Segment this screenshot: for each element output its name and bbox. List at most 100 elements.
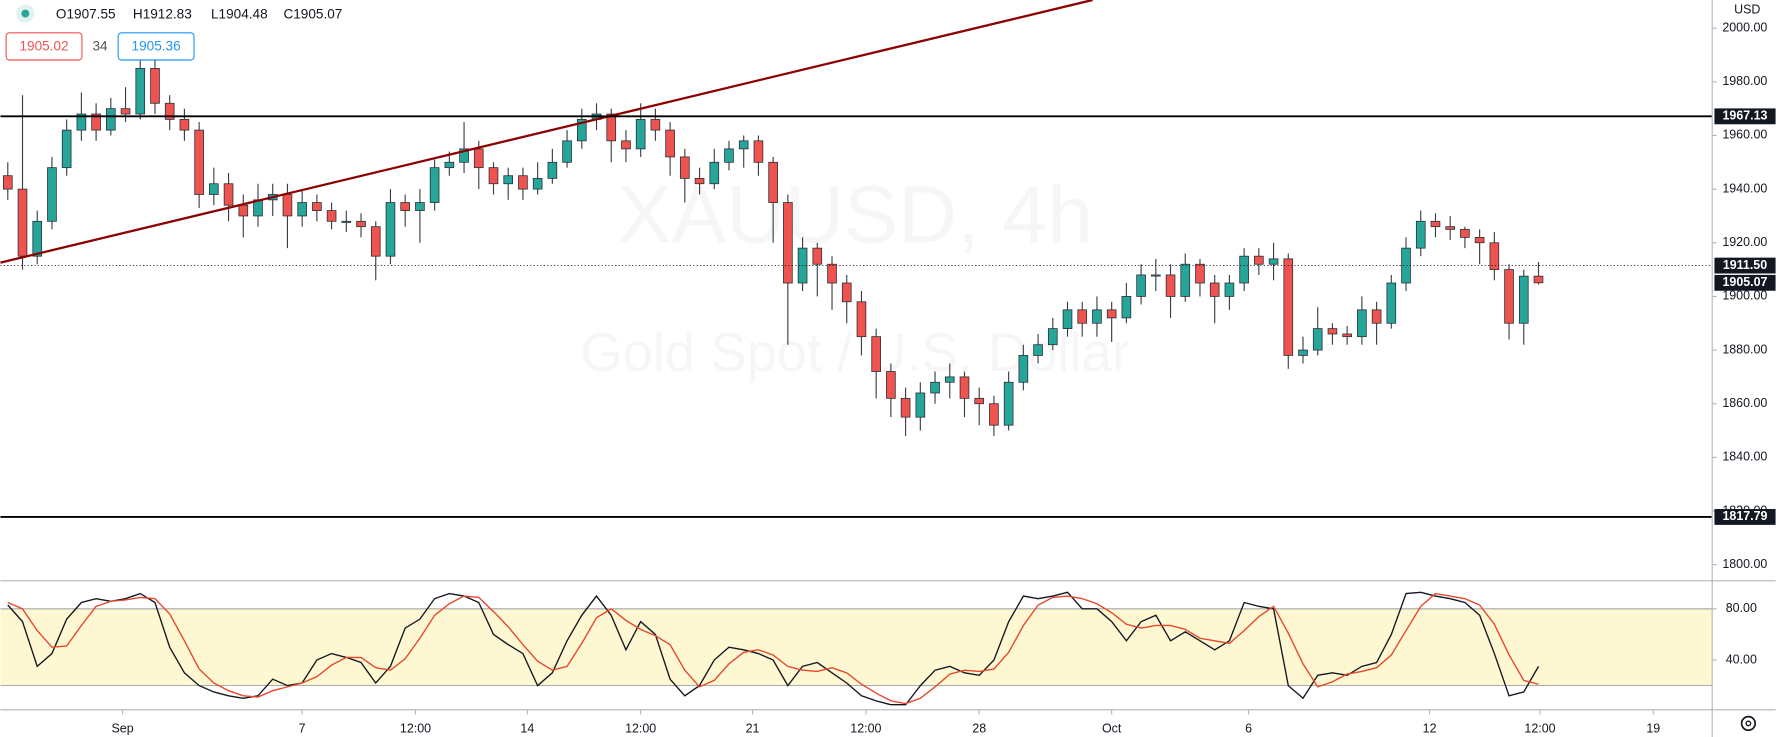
candle-body xyxy=(164,102,175,120)
trendline xyxy=(0,0,1093,264)
buy-box[interactable] xyxy=(117,32,195,61)
candle-body xyxy=(459,148,469,163)
candle-body xyxy=(223,183,234,206)
buy-price: 1905.36 xyxy=(132,39,181,54)
candle-body xyxy=(32,220,43,257)
candle-body xyxy=(1209,282,1220,297)
y-tick-label: 1960.00 xyxy=(1722,128,1767,142)
candle-body xyxy=(783,202,793,284)
spread: 34 xyxy=(93,39,109,54)
candle-body xyxy=(1415,220,1426,249)
candle-body xyxy=(1474,237,1485,244)
candle-body xyxy=(1445,226,1455,230)
candle-body xyxy=(370,226,381,257)
candle-body xyxy=(1254,255,1264,265)
candle-body xyxy=(282,194,293,217)
x-tick-label: Oct xyxy=(1102,721,1122,735)
candle-body xyxy=(724,148,734,163)
candle-body xyxy=(1533,275,1544,284)
candle-body xyxy=(900,397,911,418)
candle-body xyxy=(1327,328,1338,335)
candle-body xyxy=(694,177,705,185)
candle-body xyxy=(120,108,131,115)
x-tick-label: 21 xyxy=(746,721,760,735)
y-tick-label: 1940.00 xyxy=(1722,181,1767,195)
candle-body xyxy=(930,381,940,394)
candle-body xyxy=(429,167,440,203)
candle-body xyxy=(812,247,823,265)
x-tick-label: 12:00 xyxy=(1524,721,1555,735)
x-tick-label: 7 xyxy=(299,721,306,735)
candle-body xyxy=(1165,274,1176,297)
ohlc-low: L1904.48 xyxy=(211,6,268,21)
x-tick-label: 28 xyxy=(972,721,986,735)
plot-area xyxy=(0,0,1713,706)
y-tick-label: 1880.00 xyxy=(1722,342,1767,356)
candle-body xyxy=(400,202,410,211)
candle-body xyxy=(1003,381,1014,426)
candle-body xyxy=(1136,274,1146,297)
candle-body xyxy=(1195,263,1205,284)
candle-body xyxy=(17,188,28,257)
candle-body xyxy=(1151,274,1161,277)
price-label: 1967.13 xyxy=(1723,109,1768,123)
candle-body xyxy=(1077,309,1088,324)
candle-body xyxy=(1268,258,1279,265)
candle-body xyxy=(385,202,396,257)
candle-body xyxy=(76,113,87,131)
y-tick-label: 1920.00 xyxy=(1722,235,1767,249)
candle-body xyxy=(326,210,337,222)
candle-body xyxy=(606,113,617,142)
x-tick-label: 14 xyxy=(520,721,534,735)
candle-body xyxy=(944,376,955,383)
candle-body xyxy=(1121,296,1132,319)
candle-body xyxy=(1371,309,1382,324)
candle-body xyxy=(1342,333,1352,338)
candle-body xyxy=(1357,309,1367,338)
stoch-y-tick-label: 40.00 xyxy=(1726,652,1757,666)
price-label-box xyxy=(1714,274,1776,291)
candle-body xyxy=(856,301,867,338)
candle-body xyxy=(886,371,896,399)
ohlc-high: H1912.83 xyxy=(133,6,192,21)
candle-body xyxy=(1312,328,1323,351)
candle-body xyxy=(61,129,72,169)
price-label: 1905.07 xyxy=(1723,275,1768,289)
candle-body xyxy=(562,140,572,163)
price-label-box xyxy=(1714,257,1776,274)
y-tick-label: 1840.00 xyxy=(1722,450,1767,464)
candle-body xyxy=(1518,275,1529,324)
price-label: 1911.50 xyxy=(1723,258,1767,272)
x-tick-label: 12:00 xyxy=(850,721,881,735)
price-label: 1817.79 xyxy=(1723,509,1768,523)
candle-body xyxy=(1180,263,1191,297)
y-tick-label: 1900.00 xyxy=(1722,289,1767,303)
y-tick-label: 1800.00 xyxy=(1722,557,1767,571)
currency-label: USD xyxy=(1734,2,1760,16)
candle-body xyxy=(621,140,631,150)
candle-body xyxy=(518,175,528,190)
ohlc-open: O1907.55 xyxy=(56,6,116,21)
candle-body xyxy=(1489,242,1500,270)
candle-body xyxy=(989,403,999,426)
candle-body xyxy=(238,204,249,217)
candle-body xyxy=(709,161,720,185)
candle-body xyxy=(135,68,146,115)
candle-body xyxy=(680,156,690,179)
candle-body xyxy=(47,167,57,222)
candle-body xyxy=(1106,309,1117,319)
candle-body xyxy=(1430,220,1441,228)
candle-body xyxy=(1239,255,1249,284)
candle-body xyxy=(738,140,749,150)
labels: 1800.001820.001840.001860.001880.001900.… xyxy=(112,20,1776,735)
watermark-description: Gold Spot / U.S. Dollar xyxy=(580,322,1130,383)
sell-box[interactable] xyxy=(5,32,83,61)
candle-body xyxy=(1460,228,1470,238)
stoch-line xyxy=(7,592,1539,705)
settings-icon[interactable] xyxy=(1740,715,1757,732)
candle-body xyxy=(871,336,881,372)
candle-body xyxy=(356,220,366,228)
candle-body xyxy=(150,68,160,104)
